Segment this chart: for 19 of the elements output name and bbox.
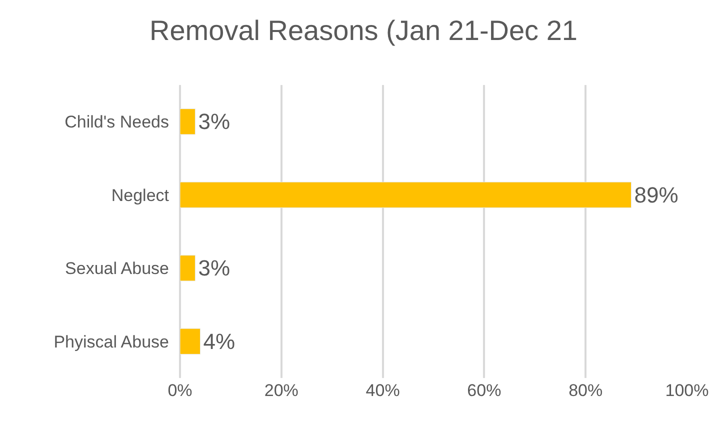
- y-tick-label: Sexual Abuse: [65, 259, 169, 278]
- data-label: 3%: [198, 256, 230, 281]
- data-label: 4%: [203, 328, 236, 354]
- x-tick-label: 40%: [366, 381, 400, 400]
- x-tick-label: 0%: [168, 381, 192, 400]
- chart-title: Removal Reasons (Jan 21-Dec 21: [150, 14, 578, 46]
- y-tick-label: Child's Needs: [64, 112, 169, 132]
- x-tick-label: 100%: [665, 381, 709, 400]
- x-tick-label: 60%: [467, 381, 502, 400]
- bar: [180, 108, 196, 135]
- y-tick-label: Phyiscal Abuse: [54, 332, 169, 352]
- bar: [180, 255, 196, 282]
- data-label: 3%: [198, 109, 230, 134]
- bar: [180, 182, 632, 208]
- y-tick-label: Neglect: [111, 186, 170, 205]
- x-tick-label: 20%: [264, 381, 298, 400]
- data-label: 89%: [634, 182, 678, 208]
- x-tick-label: 80%: [568, 381, 603, 400]
- bar: [180, 328, 201, 354]
